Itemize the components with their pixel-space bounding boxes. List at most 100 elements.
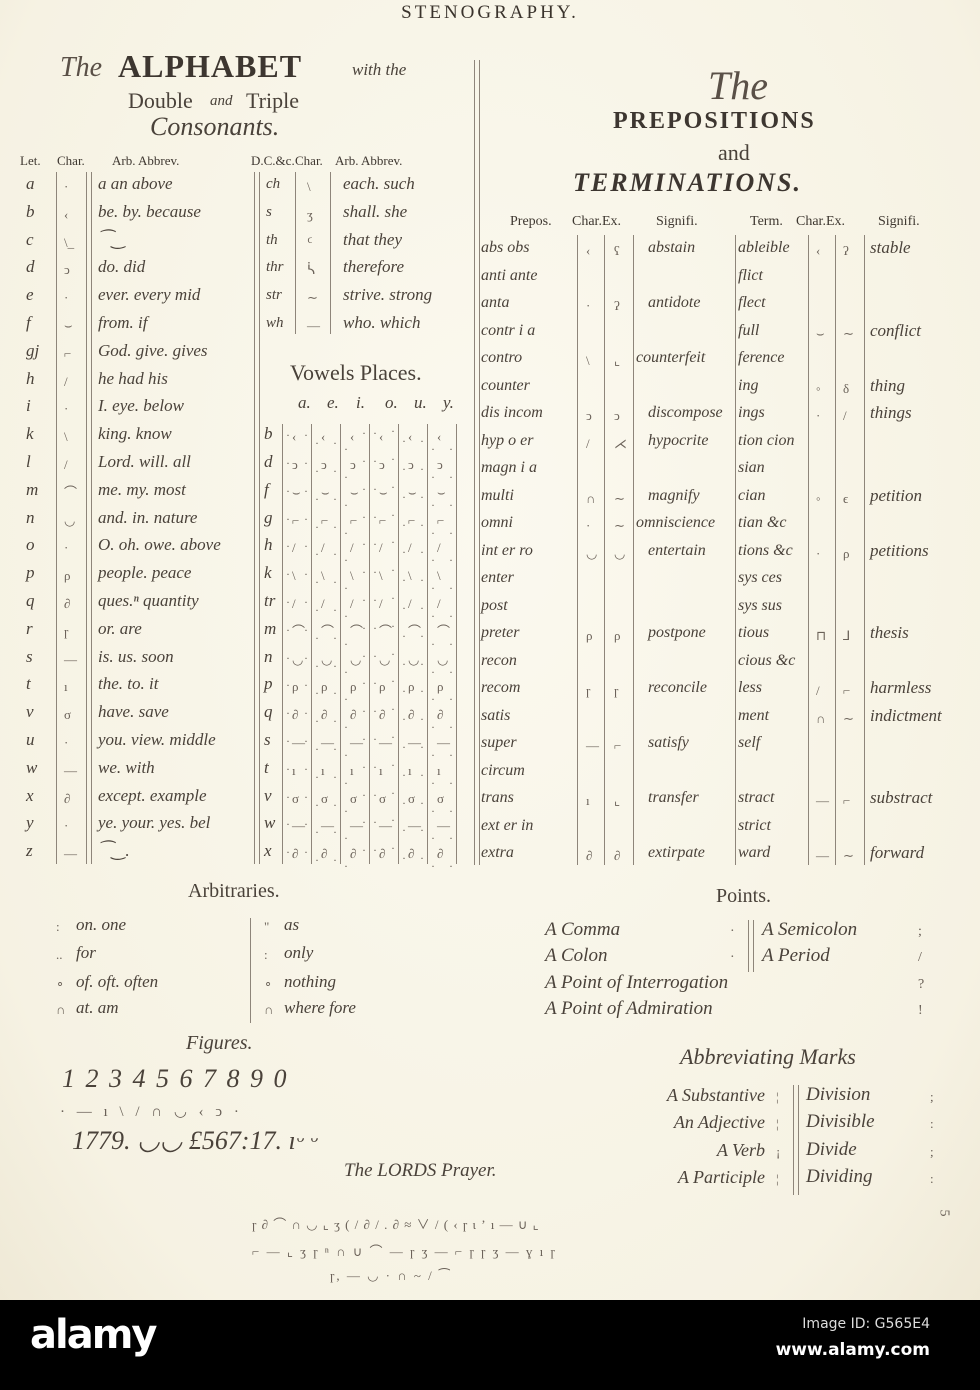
vowel-dot: · [373, 732, 377, 746]
vowel-dot: · [333, 853, 337, 868]
termination-example-symbol: ∼ [843, 848, 854, 863]
abbreviating-label: Divide [806, 1139, 857, 1160]
vowel-dot: · [362, 704, 366, 719]
vowel-dot: · [286, 761, 290, 776]
vowel-dot: · [333, 630, 337, 645]
vowel-place-symbol: σ [350, 790, 358, 806]
abbreviating-mark: ¡ [776, 1144, 781, 1159]
vowel-place-symbol: σ [437, 790, 445, 806]
arbitrary-word: nothing [284, 972, 336, 991]
vowel-dot: · [333, 769, 337, 784]
row-char-symbol: \_ [64, 234, 75, 250]
vowel-dot: · [344, 775, 348, 790]
vowel-dot: · [315, 825, 319, 840]
row-char-symbol: ◡ [64, 512, 76, 528]
vowel-place-symbol: ‹ [350, 429, 355, 445]
preposition: contro [481, 349, 523, 366]
vowel-dot: · [362, 481, 366, 496]
row-arbitrary-abbrev: God. give. gives [98, 340, 208, 360]
vowel-dot: · [362, 537, 366, 552]
termination-example-symbol: ∼ [843, 710, 854, 726]
column-rule [282, 424, 283, 864]
vowel-place-symbol: ∂ [350, 707, 357, 723]
row-char-symbol: · [64, 290, 69, 306]
dc-char-symbol: — [307, 318, 320, 333]
vowel-dot: · [304, 845, 308, 860]
vowel-dot: · [420, 434, 424, 449]
termination-char-symbol: · [816, 545, 821, 561]
vowel-dot: · [402, 684, 406, 699]
vowel-dot: · [391, 618, 395, 633]
termination: self [738, 734, 761, 751]
figures-example: 1779. ◡◡ £567:17. ıᵕ ᵕ [72, 1126, 318, 1155]
vowel-row-consonant: t [264, 757, 269, 777]
vowel-dot: · [449, 553, 453, 568]
alphabet-title-with: with the [352, 60, 407, 79]
vowel-row-consonant: w [264, 813, 276, 833]
vowel-place-symbol: ‹ [437, 429, 442, 445]
row-letter: c [26, 229, 34, 249]
row-char-symbol: ∂ [64, 596, 71, 611]
vowel-dot: · [362, 759, 366, 774]
arbitrary-word: where fore [284, 998, 356, 1017]
vowel-place-symbol: / [292, 596, 296, 611]
vowel-place-symbol: / [408, 596, 412, 611]
vowel-place-symbol: ⌐ [437, 512, 445, 528]
vowel-dot: · [362, 787, 366, 802]
vowel-place-symbol: ρ [408, 679, 415, 695]
vowel-dot: · [402, 545, 406, 560]
vowel-place-symbol: ◡ [437, 651, 449, 667]
vowel-place-symbol: ∂ [379, 846, 386, 862]
alphabet-title-main: ALPHABET [118, 48, 303, 84]
vowel-dot: · [333, 714, 337, 729]
row-letter: i [26, 396, 31, 416]
arbitrary-mark: ∘ [264, 976, 273, 991]
preposition-example-symbol: ∂ [614, 848, 621, 863]
dc-arbitrary-abbrev: who. which [343, 313, 421, 332]
row-arbitrary-abbrev: I. eye. below [98, 396, 184, 416]
watermark-bar: alamy Image ID: G565E4 www.alamy.com [0, 1300, 980, 1390]
vowel-dot: · [449, 581, 453, 596]
row-arbitrary-abbrev: or. are [98, 618, 142, 638]
row-arbitrary-abbrev: ever. every mid [98, 285, 201, 305]
vowel-place-symbol: ρ [292, 679, 299, 695]
termination-char-symbol: ‹ [816, 243, 821, 258]
vowel-place-symbol: \ [379, 568, 383, 584]
vowel-dot: · [333, 547, 337, 562]
column-rule [427, 424, 428, 864]
vowel-dot: · [315, 519, 319, 534]
vowel-dot: · [362, 815, 366, 830]
vowel-place-symbol: ⌒ [379, 623, 393, 639]
vowel-header: o. [385, 393, 398, 412]
point-label: A Point of Admiration [545, 998, 713, 1019]
column-rule [295, 172, 296, 334]
engraved-plate [0, 0, 980, 1300]
preposition-signification: antidote [648, 294, 701, 311]
abbreviating-mark: ¦ [776, 1089, 779, 1104]
vowel-dot: · [344, 525, 348, 540]
vowel-place-symbol: / [321, 540, 325, 556]
row-arbitrary-abbrev: me. my. most [98, 479, 186, 499]
vowel-place-symbol: \ [350, 568, 354, 584]
column-rule [835, 235, 836, 865]
vowel-dot: · [402, 740, 406, 754]
preposition: enter [481, 569, 514, 586]
vowel-place-symbol: \ [408, 568, 412, 584]
dc-letters: wh [266, 315, 284, 331]
row-char-symbol: ∂ [64, 790, 71, 806]
vowel-dot: · [286, 428, 290, 443]
vowel-dot: · [373, 481, 377, 496]
vowel-dot: · [449, 775, 453, 790]
vowel-place-symbol: ⌣ [292, 484, 301, 500]
vowel-place-symbol: ρ [379, 679, 386, 695]
column-rule [577, 235, 578, 865]
preposition-example-symbol: ∼ [614, 490, 625, 506]
alamy-url: www.alamy.com [775, 1340, 930, 1360]
column-rule [254, 172, 260, 864]
vowel-dot: · [286, 817, 290, 832]
row-letter: x [26, 785, 34, 805]
vowel-dot: · [286, 678, 290, 693]
termination: sys sus [738, 596, 783, 614]
vowel-dot: · [431, 609, 435, 623]
vowel-place-symbol: ⌐ [408, 512, 416, 528]
